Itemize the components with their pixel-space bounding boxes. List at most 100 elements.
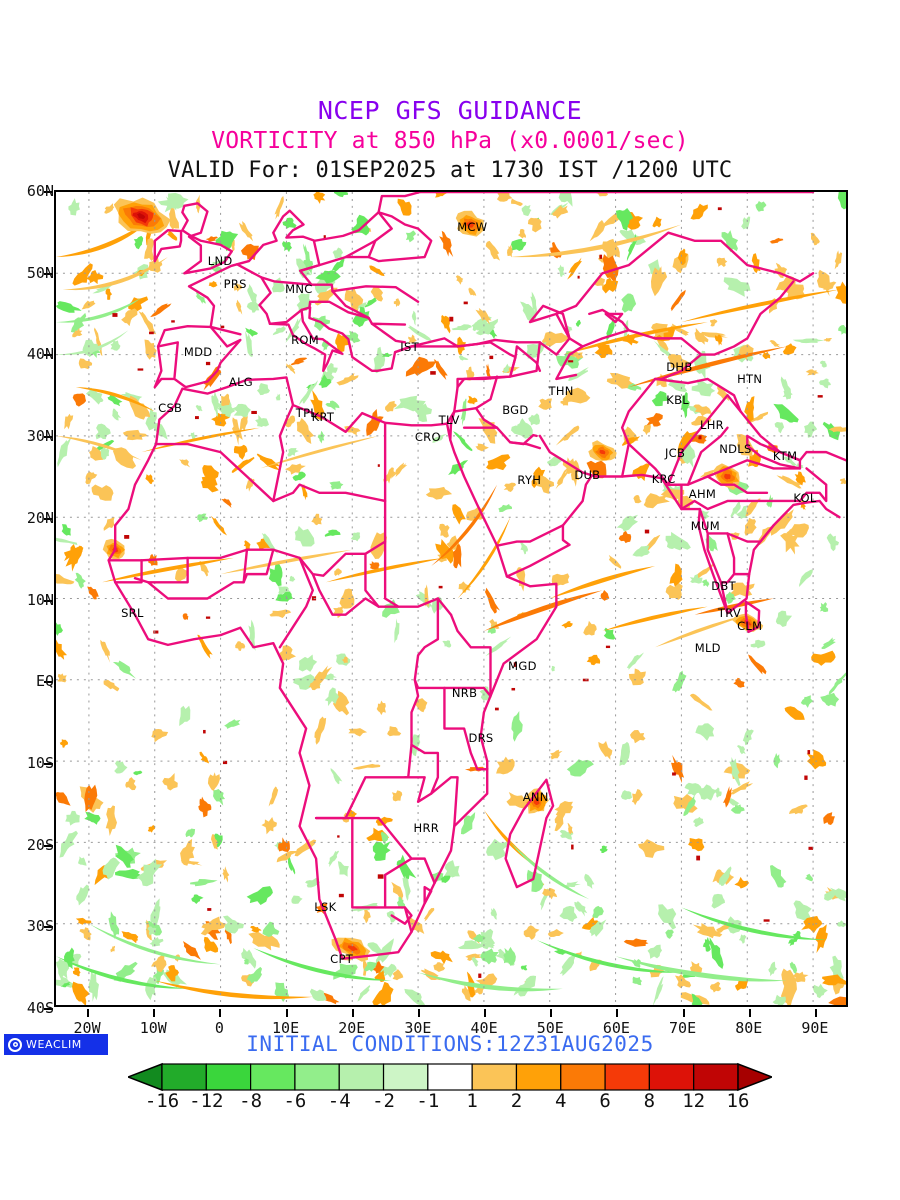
colorbar: -16 -12 -8 -6 -4 -2 -1 1 2 4 6 8 12 16	[128, 1062, 772, 1124]
logo-label: WEACLIM	[26, 1038, 82, 1051]
colorbar-tick-labels: -16 -12 -8 -6 -4 -2 -1 1 2 4 6 8 12 16	[128, 1090, 772, 1120]
y-axis-label: 50N	[26, 263, 54, 282]
city-label: PRS	[223, 276, 247, 291]
x-axis-label: 10W	[139, 1019, 167, 1037]
x-axis-label: 20E	[338, 1019, 366, 1037]
x-axis-tick	[682, 1009, 685, 1017]
city-label: DHB	[666, 359, 693, 374]
city-label: NDLS	[719, 441, 752, 456]
city-label: TLV	[438, 412, 460, 427]
colorbar-tick: -2	[372, 1090, 395, 1112]
city-label: TRV	[717, 605, 742, 620]
city-label: BGD	[502, 403, 529, 418]
city-label: CPT	[330, 952, 354, 967]
city-label: MGD	[508, 658, 537, 673]
city-label: ROM	[291, 332, 319, 347]
city-label: KBL	[666, 393, 690, 408]
y-axis-tick	[44, 517, 53, 520]
y-axis-tick	[44, 436, 53, 439]
city-label: MLD	[694, 640, 721, 655]
title-block: NCEP GFS GUIDANCE VORTICITY at 850 hPa (…	[0, 96, 900, 186]
x-axis-tick	[550, 1009, 553, 1017]
x-axis-label: 20W	[73, 1019, 101, 1037]
colorbar-tick: 12	[682, 1090, 706, 1112]
x-axis-label: 70E	[669, 1019, 697, 1037]
city-label: KRT	[311, 409, 335, 424]
y-axis-label: 30N	[26, 427, 54, 446]
city-label: HRR	[413, 820, 440, 835]
city-label: NRB	[451, 685, 478, 700]
city-label: AHM	[688, 487, 717, 502]
city-label: KTM	[772, 448, 798, 463]
colorbar-tick: 16	[726, 1090, 750, 1112]
city-label: RYH	[517, 473, 542, 488]
initial-conditions-label: INITIAL CONDITIONS:12Z31AUG2025	[246, 1032, 654, 1056]
city-label: JCB	[664, 446, 686, 461]
city-label: KOL	[793, 490, 817, 505]
y-axis-label: 10N	[26, 590, 54, 609]
map-plot-area[interactable]: MCW LND PRS MNC ROM MDD IST ALG CSB TPL KRT TLV CRO B…	[54, 190, 848, 1007]
city-label: CSB	[158, 400, 183, 415]
x-axis-tick	[484, 1009, 487, 1017]
x-axis: 20W 10W 0 10E 20E 30E 40E 50E 60E 70E 80E 90E	[0, 1009, 900, 1039]
y-axis-label: 20N	[26, 508, 54, 527]
page-title: NCEP GFS GUIDANCE	[317, 96, 583, 125]
y-axis-label: 20S	[26, 835, 54, 854]
city-label: THN	[548, 383, 574, 398]
city-label: CLM	[737, 618, 763, 633]
map-canvas: MCW LND PRS MNC ROM MDD IST ALG CSB TPL KRT TLV CRO B…	[56, 192, 846, 1005]
y-axis-label: 40N	[26, 345, 54, 364]
colorbar-tick: 6	[599, 1090, 611, 1112]
city-label: MUM	[690, 519, 720, 534]
city-label: ANN	[522, 789, 549, 804]
y-axis-tick	[44, 926, 53, 929]
city-label: LSK	[314, 899, 337, 914]
colorbar-tick: 4	[555, 1090, 567, 1112]
colorbar-tick: -4	[327, 1090, 351, 1112]
city-label: LHR	[700, 417, 724, 432]
x-axis-tick	[616, 1009, 619, 1017]
y-axis-tick	[44, 844, 53, 847]
colorbar-tick: -8	[239, 1090, 263, 1112]
coastline-borders	[107, 192, 846, 960]
city-label: DBT	[711, 578, 736, 593]
y-axis-label: 30S	[26, 917, 54, 936]
colorbar-tick: -16	[144, 1090, 180, 1112]
x-axis-label: 30E	[404, 1019, 432, 1037]
x-axis-label: 60E	[602, 1019, 630, 1037]
city-label: DRS	[468, 730, 494, 745]
city-label: TPL	[295, 406, 318, 421]
colorbar-tick: 8	[643, 1090, 656, 1112]
y-axis-label: 60N	[26, 182, 54, 200]
x-axis-label: 0	[214, 1019, 224, 1037]
vorticity-field	[56, 192, 846, 1005]
x-axis-tick	[153, 1009, 156, 1017]
y-axis-tick	[44, 599, 53, 602]
colorbar-tick: 2	[510, 1090, 523, 1112]
city-label: MDD	[183, 345, 213, 360]
city-label: HTN	[737, 372, 763, 387]
city-label: IST	[400, 340, 419, 355]
y-axis-label: 10S	[26, 753, 54, 772]
colorbar-tick: -12	[189, 1090, 224, 1112]
city-label: ALG	[228, 374, 254, 389]
y-axis-label: EQ	[35, 672, 54, 691]
x-axis-label: 90E	[801, 1019, 829, 1037]
x-axis-tick	[748, 1009, 751, 1017]
x-axis-label: 40E	[470, 1019, 498, 1037]
x-axis-label: 80E	[735, 1019, 763, 1037]
y-axis-tick	[44, 272, 53, 275]
x-axis-tick	[219, 1009, 222, 1017]
colorbar-tick: 1	[466, 1090, 478, 1112]
y-axis-tick	[44, 762, 53, 765]
colorbar-swatches	[128, 1062, 772, 1092]
city-label: MNC	[285, 282, 313, 297]
city-label: MCW	[457, 220, 488, 235]
city-label: SRL	[121, 605, 144, 620]
circle-icon	[8, 1037, 22, 1052]
y-axis-tick	[44, 1008, 53, 1010]
city-label: CRO	[414, 430, 441, 445]
y-axis-tick	[44, 191, 53, 193]
x-axis-tick	[351, 1009, 354, 1017]
city-label: KRC	[651, 471, 676, 486]
